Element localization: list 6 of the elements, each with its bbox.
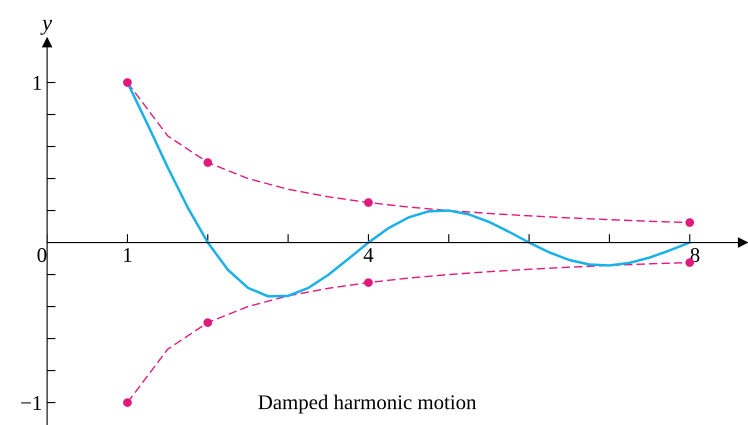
x-tick-label: 0: [38, 248, 46, 262]
x-tick-label: 4: [364, 248, 374, 262]
annotation: Damped harmonic motion: [258, 394, 476, 414]
y-axis-title: y: [40, 20, 52, 35]
y-tick-label: −1: [21, 396, 42, 410]
x-tick-label: 1: [124, 248, 132, 262]
